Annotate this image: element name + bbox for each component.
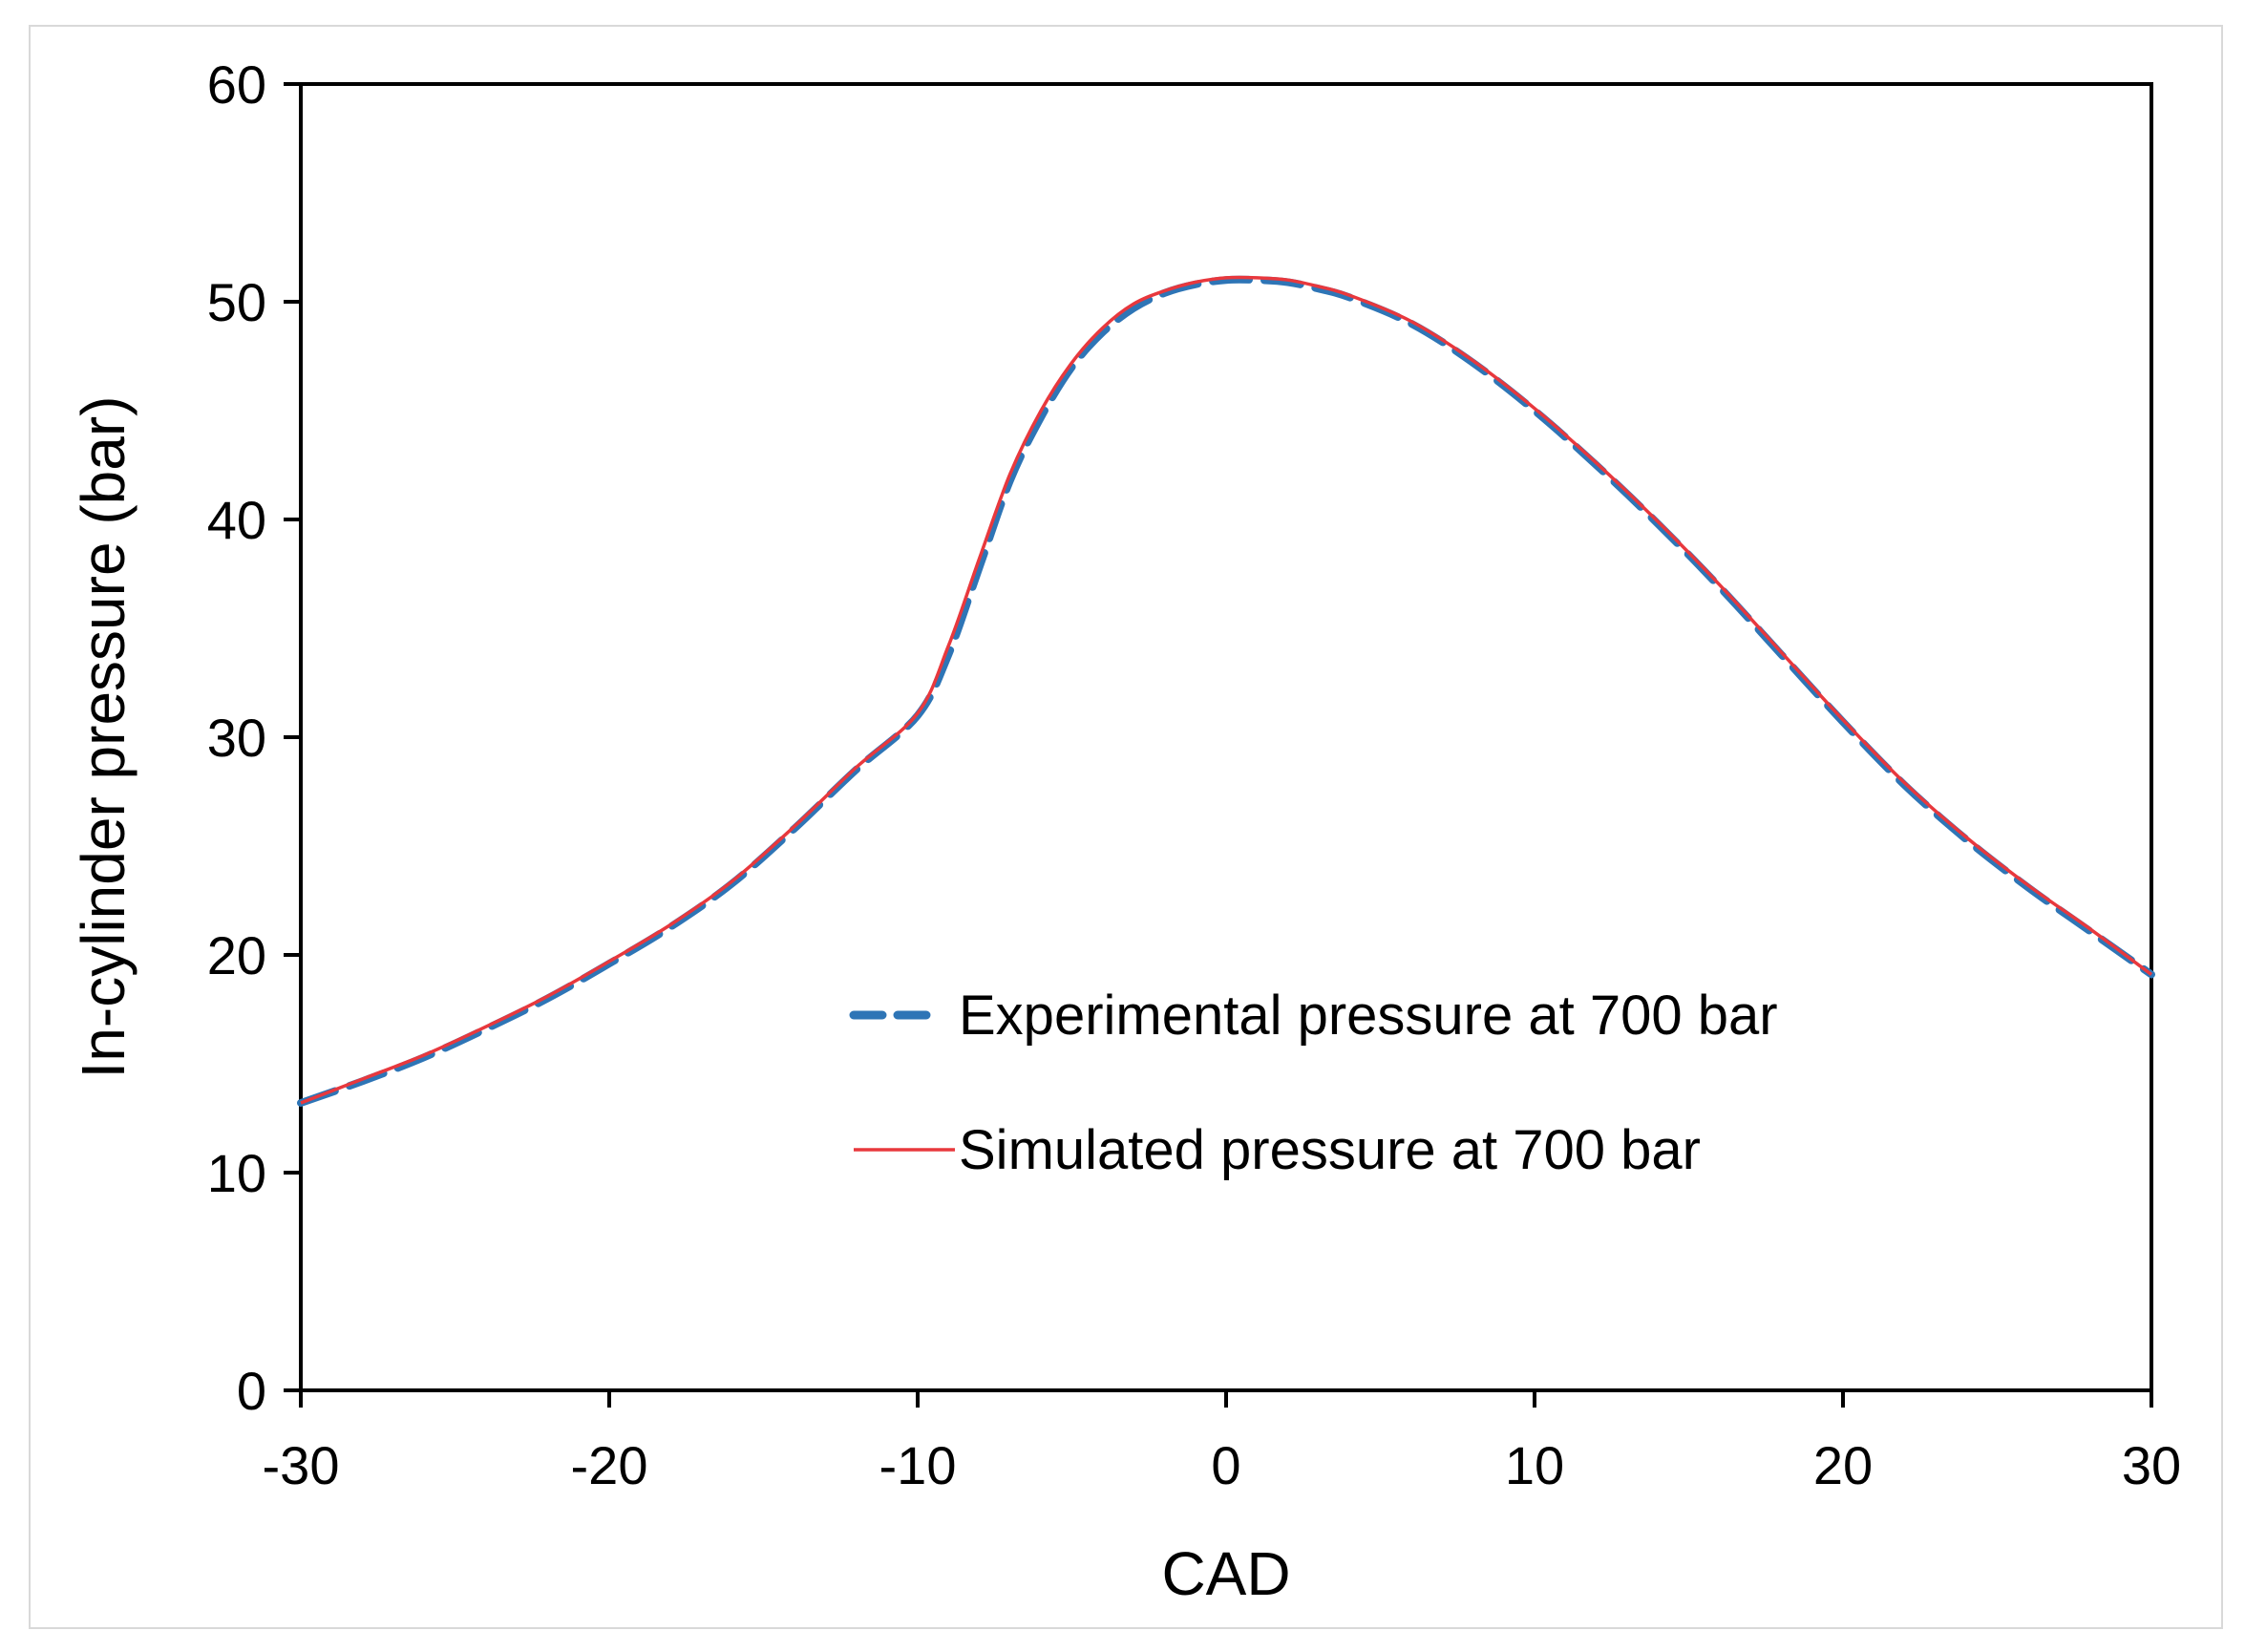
y-axis-title: In-cylinder pressure (bar) bbox=[69, 396, 138, 1079]
y-tick-label: 30 bbox=[207, 708, 266, 768]
x-tick-label: -10 bbox=[879, 1435, 957, 1495]
axis-ticks bbox=[284, 82, 2153, 1408]
y-tick-label: 20 bbox=[207, 925, 266, 985]
series-layer bbox=[297, 275, 2155, 1107]
legend-label-simulated: Simulated pressure at 700 bar bbox=[959, 1119, 1701, 1181]
axis-tick-labels: -30 -20 -10 0 10 20 30 0 10 20 30 40 50 60 bbox=[207, 54, 2181, 1495]
y-tick-label: 0 bbox=[237, 1361, 266, 1421]
x-tick-label: 20 bbox=[1813, 1435, 1873, 1495]
x-tick-label: 10 bbox=[1505, 1435, 1564, 1495]
y-tick-label: 60 bbox=[207, 54, 266, 115]
x-tick-label: -20 bbox=[571, 1435, 648, 1495]
plot-area-frame bbox=[299, 82, 2153, 1392]
y-tick-label: 10 bbox=[207, 1143, 266, 1203]
x-axis-title: CAD bbox=[1161, 1539, 1290, 1608]
legend: Experimental pressure at 700 bar Simulat… bbox=[849, 985, 1778, 1181]
y-tick-label: 40 bbox=[207, 490, 266, 550]
line-chart: -30 -20 -10 0 10 20 30 0 10 20 30 40 50 60 CAD In-cyl… bbox=[69, 54, 2181, 1608]
x-tick-label: 0 bbox=[1211, 1435, 1240, 1495]
x-tick-label: 30 bbox=[2122, 1435, 2181, 1495]
series-line-simulated bbox=[300, 275, 2153, 1105]
figure-frame: -30 -20 -10 0 10 20 30 0 10 20 30 40 50 60 CAD In-cyl… bbox=[29, 25, 2223, 1629]
x-tick-label: -30 bbox=[263, 1435, 340, 1495]
legend-label-experimental: Experimental pressure at 700 bar bbox=[959, 985, 1778, 1047]
y-tick-label: 50 bbox=[207, 272, 266, 332]
